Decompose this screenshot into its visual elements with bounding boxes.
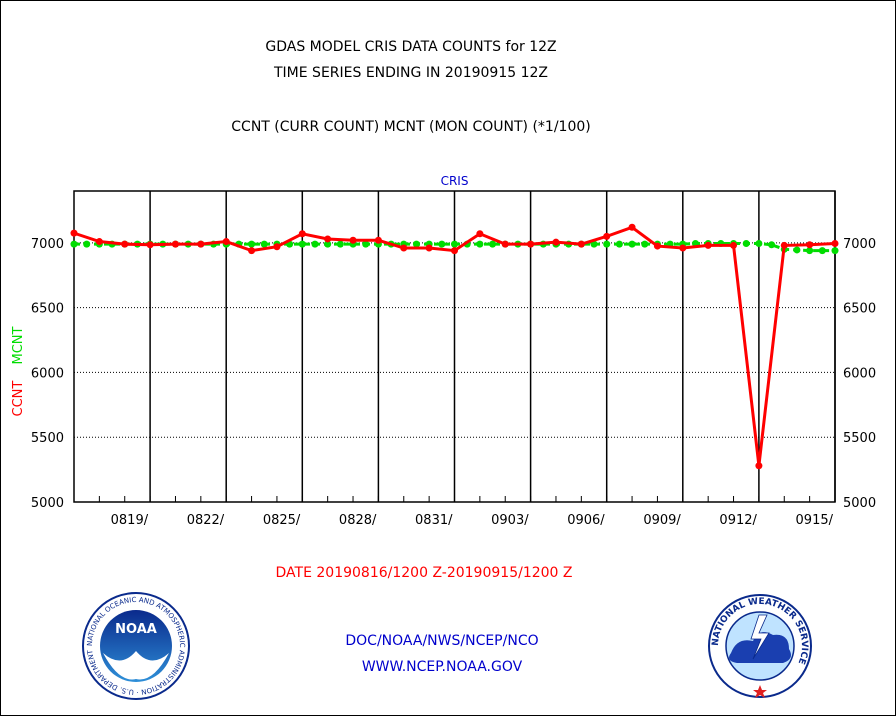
data-point-ccnt bbox=[146, 241, 154, 249]
data-point-mcnt bbox=[628, 240, 636, 248]
data-point-ccnt bbox=[374, 236, 382, 244]
y-tick-label-right: 5500 bbox=[843, 431, 876, 446]
data-point-ccnt bbox=[70, 229, 78, 237]
chart-title-line-1: GDAS MODEL CRIS DATA COUNTS for 12Z bbox=[265, 39, 557, 55]
y-tick-label-right: 5000 bbox=[843, 496, 876, 511]
data-point-ccnt bbox=[121, 240, 129, 248]
data-point-mcnt bbox=[806, 247, 814, 255]
chart-title-line-2: TIME SERIES ENDING IN 20190915 12Z bbox=[274, 65, 548, 81]
data-point-mcnt bbox=[641, 240, 649, 248]
data-point-mcnt bbox=[793, 246, 801, 254]
data-point-mcnt bbox=[412, 240, 420, 248]
data-point-ccnt bbox=[451, 247, 458, 255]
data-point-ccnt bbox=[324, 235, 332, 243]
x-tick-label: 0828/ bbox=[339, 513, 377, 528]
x-tick-label: 0915/ bbox=[796, 513, 834, 528]
data-point-mcnt bbox=[818, 247, 826, 255]
x-tick-label: 0831/ bbox=[415, 513, 453, 528]
noaa-logo-text: NOAA bbox=[115, 622, 157, 637]
y-tick-label-right: 6000 bbox=[843, 366, 876, 381]
data-point-mcnt bbox=[83, 240, 91, 248]
date-range-label: DATE 20190816/1200 Z-20190915/1200 Z bbox=[275, 565, 573, 581]
x-tick-label: 0903/ bbox=[491, 513, 529, 528]
data-point-ccnt bbox=[349, 236, 357, 244]
data-point-ccnt bbox=[197, 240, 205, 248]
panel-title: CRIS bbox=[441, 174, 469, 188]
y-tick-label-right: 7000 bbox=[843, 237, 876, 252]
data-point-mcnt bbox=[438, 240, 446, 248]
data-point-mcnt bbox=[336, 240, 344, 248]
data-point-ccnt bbox=[552, 238, 560, 246]
data-point-mcnt bbox=[362, 240, 370, 248]
data-point-ccnt bbox=[755, 462, 763, 470]
data-point-ccnt bbox=[806, 241, 814, 249]
y-axis-label-ccnt: CCNT bbox=[11, 381, 26, 417]
nws-logo: NATIONAL WEATHER SERVICE bbox=[708, 594, 812, 698]
y-tick-label-left: 7000 bbox=[31, 237, 64, 252]
y-tick-label-left: 5500 bbox=[31, 431, 64, 446]
data-point-ccnt bbox=[400, 244, 408, 252]
data-point-mcnt bbox=[768, 241, 776, 249]
data-point-mcnt bbox=[742, 239, 750, 247]
data-point-ccnt bbox=[222, 238, 230, 246]
data-point-ccnt bbox=[831, 239, 839, 247]
data-point-ccnt bbox=[95, 238, 103, 246]
noaa-logo: NATIONAL OCEANIC AND ATMOSPHERIC ADMINIS… bbox=[81, 591, 190, 700]
data-point-mcnt bbox=[260, 240, 268, 248]
x-tick-label: 0912/ bbox=[719, 513, 757, 528]
data-point-ccnt bbox=[577, 240, 585, 248]
data-point-ccnt bbox=[476, 230, 484, 238]
data-point-ccnt bbox=[273, 243, 281, 251]
data-point-ccnt bbox=[730, 241, 738, 249]
data-point-ccnt bbox=[628, 223, 636, 231]
data-point-ccnt bbox=[171, 240, 179, 248]
data-point-mcnt bbox=[476, 240, 484, 248]
data-point-ccnt bbox=[248, 247, 256, 255]
chart-subtitle-legend: CCNT (CURR COUNT) MCNT (MON COUNT) (*1/1… bbox=[231, 119, 591, 135]
x-tick-label: 0909/ bbox=[643, 513, 681, 528]
y-tick-label-left: 6000 bbox=[31, 366, 64, 381]
y-axis-label-mcnt: MCNT bbox=[11, 326, 26, 364]
y-tick-label-left: 5000 bbox=[31, 496, 64, 511]
data-point-ccnt bbox=[527, 240, 535, 248]
data-point-mcnt bbox=[603, 240, 611, 248]
y-tick-label-left: 6500 bbox=[31, 302, 64, 317]
data-point-mcnt bbox=[755, 239, 763, 247]
y-tick-label-right: 6500 bbox=[843, 302, 876, 317]
data-point-ccnt bbox=[603, 232, 611, 240]
data-point-ccnt bbox=[780, 241, 788, 249]
data-point-ccnt bbox=[501, 240, 509, 248]
data-point-mcnt bbox=[489, 240, 497, 248]
data-point-mcnt bbox=[70, 240, 78, 248]
data-point-ccnt bbox=[704, 241, 712, 249]
data-point-mcnt bbox=[298, 240, 306, 248]
data-point-mcnt bbox=[831, 247, 839, 255]
data-point-mcnt bbox=[615, 240, 623, 248]
x-tick-label: 0822/ bbox=[187, 513, 225, 528]
x-tick-label: 0825/ bbox=[263, 513, 301, 528]
data-point-mcnt bbox=[324, 240, 332, 248]
data-point-mcnt bbox=[311, 240, 319, 248]
data-point-mcnt bbox=[248, 240, 256, 248]
data-point-ccnt bbox=[653, 242, 661, 250]
data-point-ccnt bbox=[425, 244, 433, 252]
footer-url-link[interactable]: WWW.NCEP.NOAA.GOV bbox=[361, 659, 523, 675]
data-point-mcnt bbox=[590, 240, 598, 248]
x-tick-label: 0906/ bbox=[567, 513, 605, 528]
footer-org-text: DOC/NOAA/NWS/NCEP/NCO bbox=[345, 633, 539, 649]
star-icon bbox=[753, 685, 767, 698]
x-tick-label: 0819/ bbox=[111, 513, 149, 528]
data-point-mcnt bbox=[451, 240, 458, 248]
cris-time-series-chart: 5000 5000 5500 5500 6000 6000 6500 6500 7000 7000… bbox=[11, 174, 876, 528]
data-point-ccnt bbox=[679, 244, 687, 252]
data-point-ccnt bbox=[298, 230, 306, 238]
